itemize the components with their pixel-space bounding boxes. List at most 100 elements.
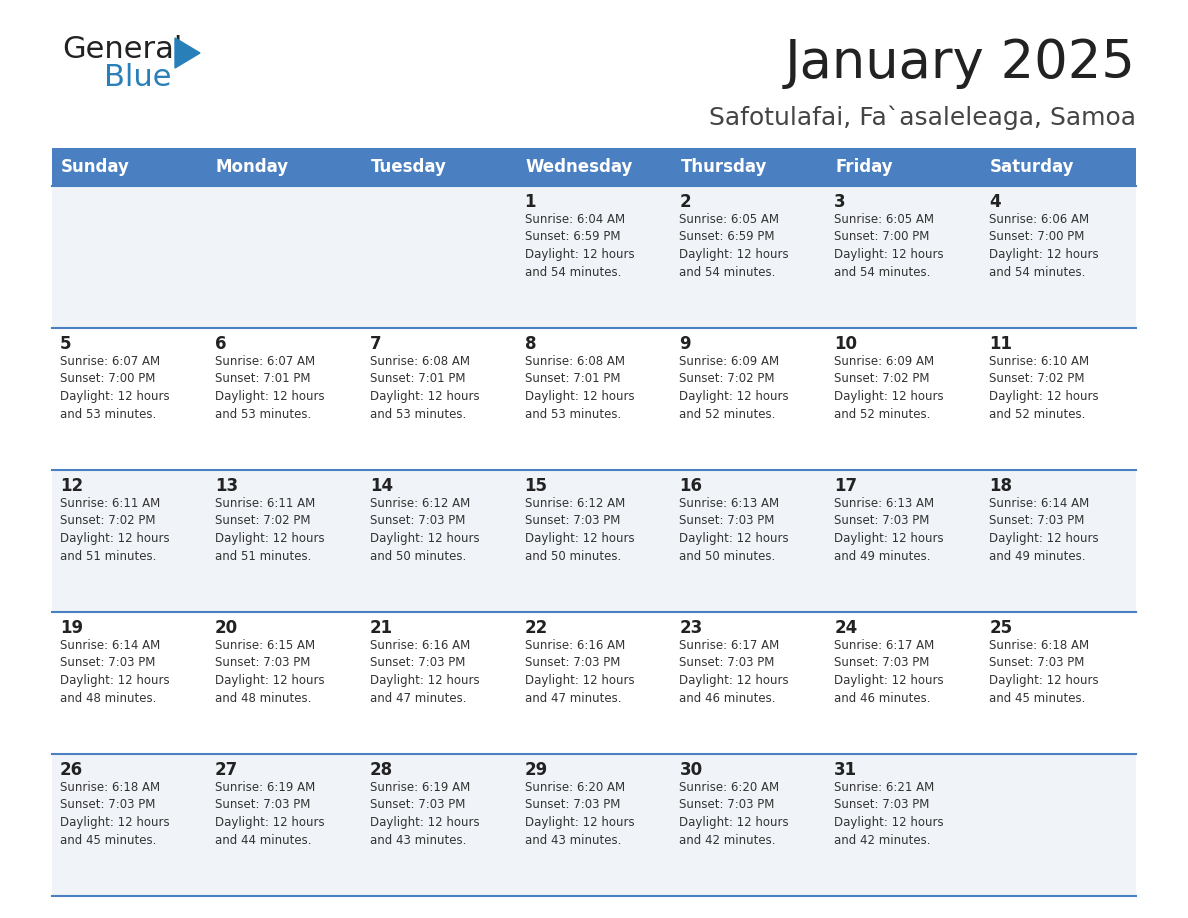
Text: Daylight: 12 hours: Daylight: 12 hours <box>680 532 789 545</box>
Text: Sunrise: 6:13 AM: Sunrise: 6:13 AM <box>834 497 935 510</box>
Text: Monday: Monday <box>216 158 289 176</box>
Text: 2: 2 <box>680 193 691 211</box>
Text: Sunrise: 6:16 AM: Sunrise: 6:16 AM <box>525 639 625 652</box>
Text: Thursday: Thursday <box>681 158 766 176</box>
Bar <box>981 148 1136 186</box>
Text: 30: 30 <box>680 761 702 779</box>
Text: 26: 26 <box>61 761 83 779</box>
Text: and 47 minutes.: and 47 minutes. <box>369 691 466 704</box>
Text: 25: 25 <box>990 619 1012 637</box>
Text: Safotulafai, Fa`asaleleaga, Samoa: Safotulafai, Fa`asaleleaga, Samoa <box>709 106 1136 130</box>
Text: 11: 11 <box>990 335 1012 353</box>
Text: Sunset: 6:59 PM: Sunset: 6:59 PM <box>525 230 620 243</box>
Text: 13: 13 <box>215 477 238 495</box>
Text: Blue: Blue <box>105 63 171 92</box>
Text: Sunrise: 6:20 AM: Sunrise: 6:20 AM <box>680 781 779 794</box>
Text: Sunrise: 6:15 AM: Sunrise: 6:15 AM <box>215 639 315 652</box>
Text: Friday: Friday <box>835 158 893 176</box>
Text: and 46 minutes.: and 46 minutes. <box>680 691 776 704</box>
Text: 12: 12 <box>61 477 83 495</box>
Text: Daylight: 12 hours: Daylight: 12 hours <box>834 816 944 829</box>
Text: Sunrise: 6:08 AM: Sunrise: 6:08 AM <box>369 355 469 368</box>
Polygon shape <box>175 38 200 68</box>
Text: Sunset: 7:03 PM: Sunset: 7:03 PM <box>680 514 775 528</box>
Bar <box>52 148 207 186</box>
Text: Daylight: 12 hours: Daylight: 12 hours <box>525 390 634 403</box>
Text: Daylight: 12 hours: Daylight: 12 hours <box>680 674 789 687</box>
Text: Daylight: 12 hours: Daylight: 12 hours <box>369 390 479 403</box>
Text: Daylight: 12 hours: Daylight: 12 hours <box>834 532 944 545</box>
Text: and 54 minutes.: and 54 minutes. <box>680 265 776 278</box>
Text: Sunrise: 6:11 AM: Sunrise: 6:11 AM <box>61 497 160 510</box>
Text: Sunset: 7:03 PM: Sunset: 7:03 PM <box>834 514 930 528</box>
Text: Sunset: 7:00 PM: Sunset: 7:00 PM <box>990 230 1085 243</box>
Text: and 50 minutes.: and 50 minutes. <box>369 550 466 563</box>
Text: Sunset: 7:03 PM: Sunset: 7:03 PM <box>215 799 310 812</box>
Text: 31: 31 <box>834 761 858 779</box>
Text: Sunrise: 6:12 AM: Sunrise: 6:12 AM <box>525 497 625 510</box>
Text: and 49 minutes.: and 49 minutes. <box>990 550 1086 563</box>
Text: and 48 minutes.: and 48 minutes. <box>215 691 311 704</box>
Bar <box>52 470 1136 612</box>
Bar <box>52 328 1136 470</box>
Text: and 42 minutes.: and 42 minutes. <box>680 834 776 846</box>
Text: and 47 minutes.: and 47 minutes. <box>525 691 621 704</box>
Text: Sunrise: 6:06 AM: Sunrise: 6:06 AM <box>990 213 1089 226</box>
Text: Daylight: 12 hours: Daylight: 12 hours <box>369 816 479 829</box>
Bar <box>207 148 361 186</box>
Text: Daylight: 12 hours: Daylight: 12 hours <box>525 674 634 687</box>
Text: Tuesday: Tuesday <box>371 158 447 176</box>
Text: Sunrise: 6:18 AM: Sunrise: 6:18 AM <box>990 639 1089 652</box>
Text: and 50 minutes.: and 50 minutes. <box>680 550 776 563</box>
Text: 29: 29 <box>525 761 548 779</box>
Text: Daylight: 12 hours: Daylight: 12 hours <box>61 532 170 545</box>
Text: 27: 27 <box>215 761 238 779</box>
Text: Daylight: 12 hours: Daylight: 12 hours <box>990 248 1099 261</box>
Text: and 43 minutes.: and 43 minutes. <box>369 834 466 846</box>
Text: and 44 minutes.: and 44 minutes. <box>215 834 311 846</box>
Text: and 53 minutes.: and 53 minutes. <box>525 408 621 420</box>
Text: 14: 14 <box>369 477 393 495</box>
Text: 6: 6 <box>215 335 227 353</box>
Text: 20: 20 <box>215 619 238 637</box>
Text: Sunset: 7:02 PM: Sunset: 7:02 PM <box>680 373 775 386</box>
Text: Sunset: 7:03 PM: Sunset: 7:03 PM <box>525 514 620 528</box>
Text: and 53 minutes.: and 53 minutes. <box>215 408 311 420</box>
Text: Sunrise: 6:07 AM: Sunrise: 6:07 AM <box>61 355 160 368</box>
Text: Daylight: 12 hours: Daylight: 12 hours <box>990 674 1099 687</box>
Text: Daylight: 12 hours: Daylight: 12 hours <box>525 816 634 829</box>
Text: General: General <box>62 35 183 64</box>
Text: 10: 10 <box>834 335 858 353</box>
Text: Sunrise: 6:13 AM: Sunrise: 6:13 AM <box>680 497 779 510</box>
Bar <box>52 754 1136 896</box>
Text: and 45 minutes.: and 45 minutes. <box>61 834 157 846</box>
Text: 19: 19 <box>61 619 83 637</box>
Text: Sunset: 7:03 PM: Sunset: 7:03 PM <box>834 799 930 812</box>
Text: Sunset: 7:00 PM: Sunset: 7:00 PM <box>834 230 930 243</box>
Text: Wednesday: Wednesday <box>525 158 633 176</box>
Text: Sunrise: 6:19 AM: Sunrise: 6:19 AM <box>215 781 315 794</box>
Text: 5: 5 <box>61 335 71 353</box>
Text: 22: 22 <box>525 619 548 637</box>
Text: and 53 minutes.: and 53 minutes. <box>369 408 466 420</box>
Text: Sunrise: 6:17 AM: Sunrise: 6:17 AM <box>680 639 779 652</box>
Text: Daylight: 12 hours: Daylight: 12 hours <box>369 532 479 545</box>
Text: Sunset: 6:59 PM: Sunset: 6:59 PM <box>680 230 775 243</box>
Text: Sunrise: 6:05 AM: Sunrise: 6:05 AM <box>680 213 779 226</box>
Text: 18: 18 <box>990 477 1012 495</box>
Text: 23: 23 <box>680 619 702 637</box>
Text: Sunrise: 6:09 AM: Sunrise: 6:09 AM <box>680 355 779 368</box>
Text: Daylight: 12 hours: Daylight: 12 hours <box>215 816 324 829</box>
Text: Daylight: 12 hours: Daylight: 12 hours <box>990 390 1099 403</box>
Text: Sunset: 7:03 PM: Sunset: 7:03 PM <box>990 656 1085 669</box>
Text: and 51 minutes.: and 51 minutes. <box>215 550 311 563</box>
Text: Daylight: 12 hours: Daylight: 12 hours <box>525 532 634 545</box>
Text: 8: 8 <box>525 335 536 353</box>
Text: Daylight: 12 hours: Daylight: 12 hours <box>215 390 324 403</box>
Text: and 52 minutes.: and 52 minutes. <box>680 408 776 420</box>
Text: Sunset: 7:03 PM: Sunset: 7:03 PM <box>369 656 465 669</box>
Text: Sunset: 7:02 PM: Sunset: 7:02 PM <box>990 373 1085 386</box>
Text: Sunset: 7:03 PM: Sunset: 7:03 PM <box>834 656 930 669</box>
Text: 9: 9 <box>680 335 691 353</box>
Text: Sunrise: 6:10 AM: Sunrise: 6:10 AM <box>990 355 1089 368</box>
